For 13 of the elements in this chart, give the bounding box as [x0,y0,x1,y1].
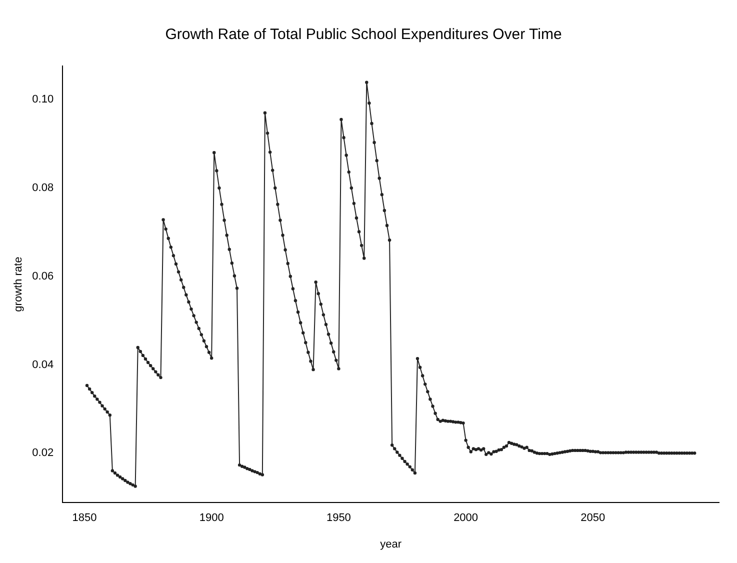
y-tick-label: 0.04 [32,358,54,371]
x-tick-label: 1900 [199,512,224,524]
x-tick-label: 2050 [580,512,606,524]
chart-title: Growth Rate of Total Public School Expenditures Over Time [165,26,562,44]
y-tick-label: 0.10 [32,94,54,106]
x-tick-label: 1950 [326,512,351,524]
y-axis-title: growth rate [12,256,25,312]
x-axis-title: year [380,538,402,550]
y-tick-label: 0.02 [32,447,54,460]
y-tick-label: 0.08 [32,182,54,194]
y-tick-label: 0.06 [32,270,54,282]
x-tick-label: 1850 [72,512,97,524]
x-tick-label: 2000 [454,512,478,524]
